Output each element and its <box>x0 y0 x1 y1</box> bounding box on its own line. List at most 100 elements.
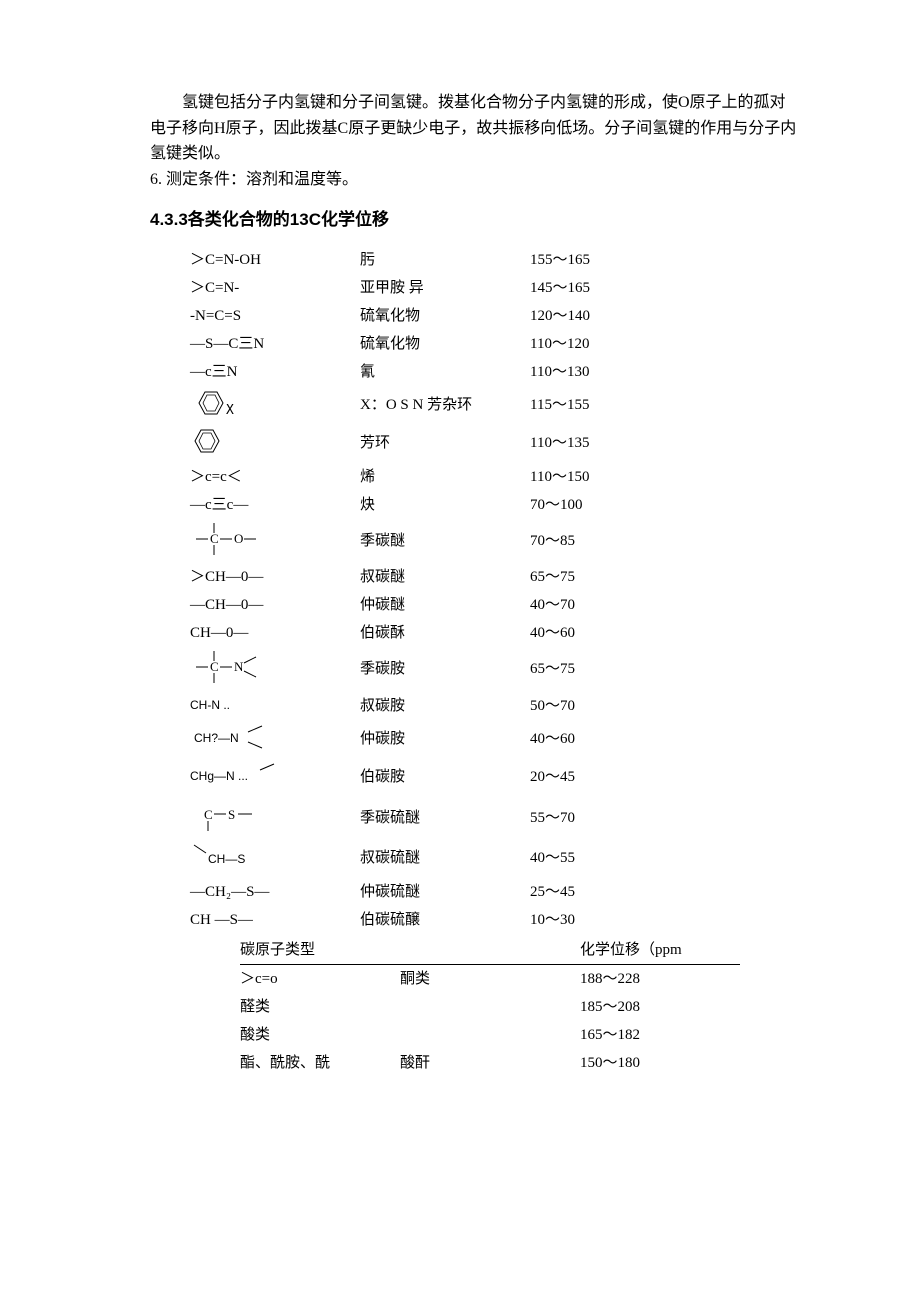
name-cell: 酮类 <box>400 964 580 993</box>
name-cell: 季碳硫醚 <box>360 797 530 840</box>
name-cell <box>400 1021 580 1049</box>
name-cell: 伯碳硫醸 <box>360 906 530 934</box>
table-row: —CH—0— 仲碳醚 40〜70 <box>190 591 660 619</box>
carbon-type-table: 碳原子类型 化学位移（ppm ＞c=o 酮类 188〜228 醛类 185〜20… <box>240 936 740 1077</box>
table-row: ＞c=c＜ 烯 110〜150 <box>190 463 660 491</box>
structure-cell: CH—S <box>190 839 360 878</box>
name-cell: 伯碳胺 <box>360 758 530 797</box>
range-cell: 40〜55 <box>530 839 660 878</box>
range-cell: 65〜75 <box>530 563 660 591</box>
structure-cell: —c三c— <box>190 491 360 519</box>
table-row: X X：O S N 芳杂环 115〜155 <box>190 386 660 425</box>
name-cell: 硫氧化物 <box>360 302 530 330</box>
section-heading: 4.3.3各类化合物的13C化学位移 <box>150 206 800 233</box>
table-row: CHg—N ... 伯碳胺 20〜45 <box>190 758 660 797</box>
table-row: ＞CH—0— 叔碳醚 65〜75 <box>190 563 660 591</box>
chg-n-icon: CHg—N ... <box>190 760 290 795</box>
range-cell: 120〜140 <box>530 302 660 330</box>
name-cell: 仲碳硫醚 <box>360 878 530 906</box>
name-cell: 肟 <box>360 246 530 274</box>
name-cell: 烯 <box>360 463 530 491</box>
structure-cell: C S <box>190 797 360 840</box>
structure-cell: CH—0— <box>190 619 360 647</box>
svg-text:X: X <box>226 403 234 418</box>
structure-cell: ＞c=c＜ <box>190 463 360 491</box>
name-cell: 季碳醚 <box>360 519 530 564</box>
range-cell: 65〜75 <box>530 647 660 692</box>
svg-text:C: C <box>210 531 219 546</box>
name-cell <box>400 993 580 1021</box>
table-row: 酯、酰胺、酰 酸酐 150〜180 <box>240 1049 740 1077</box>
structure-cell: 酸类 <box>240 1021 400 1049</box>
range-cell: 150〜180 <box>580 1049 740 1077</box>
range-cell: 70〜85 <box>530 519 660 564</box>
table-header-row: 碳原子类型 化学位移（ppm <box>240 936 740 965</box>
table-row: CH—S 叔碳硫醚 40〜55 <box>190 839 660 878</box>
name-cell: 酸酐 <box>400 1049 580 1077</box>
table-row: CH—0— 伯碳酥 40〜60 <box>190 619 660 647</box>
name-cell: 仲碳醚 <box>360 591 530 619</box>
structure-cell: CH —S— <box>190 906 360 934</box>
quaternary-c-o-icon: C O <box>190 521 260 562</box>
structure-cell: -N=C=S <box>190 302 360 330</box>
name-cell: 芳环 <box>360 424 530 463</box>
name-cell: X：O S N 芳杂环 <box>360 386 530 425</box>
structure-cell: ＞C=N-OH <box>190 246 360 274</box>
name-cell: 叔碳胺 <box>360 692 530 720</box>
table-row: —c三N 氰 110〜130 <box>190 358 660 386</box>
svg-text:CH—S: CH—S <box>208 852 245 866</box>
range-cell: 165〜182 <box>580 1021 740 1049</box>
svg-text:S: S <box>228 807 235 822</box>
structure-cell: C O <box>190 519 360 564</box>
name-cell: 炔 <box>360 491 530 519</box>
structure-cell: —CH—0— <box>190 591 360 619</box>
range-cell: 188〜228 <box>580 964 740 993</box>
range-cell: 55〜70 <box>530 797 660 840</box>
table-row: ＞C=N-OH 肟 155〜165 <box>190 246 660 274</box>
range-cell: 40〜70 <box>530 591 660 619</box>
structure-cell: —S—C三N <box>190 330 360 358</box>
ch2-n-icon: CH?—N <box>190 722 280 757</box>
table-row: -N=C=S 硫氧化物 120〜140 <box>190 302 660 330</box>
header-blank <box>400 936 580 965</box>
name-cell: 氰 <box>360 358 530 386</box>
table-row: —c三c— 炔 70〜100 <box>190 491 660 519</box>
range-cell: 20〜45 <box>530 758 660 797</box>
name-cell: 硫氧化物 <box>360 330 530 358</box>
table-row: ＞c=o 酮类 188〜228 <box>240 964 740 993</box>
header-carbon-type: 碳原子类型 <box>240 936 400 965</box>
structure-cell: 酯、酰胺、酰 <box>240 1049 400 1077</box>
structure-cell: ＞c=o <box>240 964 400 993</box>
table-row: 醛类 185〜208 <box>240 993 740 1021</box>
name-cell: 亚甲胺 异 <box>360 274 530 302</box>
table-row: CH?—N 仲碳胺 40〜60 <box>190 720 660 759</box>
range-cell: 40〜60 <box>530 619 660 647</box>
table-row: 酸类 165〜182 <box>240 1021 740 1049</box>
structure-cell: 醛类 <box>240 993 400 1021</box>
name-cell: 叔碳硫醚 <box>360 839 530 878</box>
range-cell: 115〜155 <box>530 386 660 425</box>
range-cell: 40〜60 <box>530 720 660 759</box>
name-cell: 季碳胺 <box>360 647 530 692</box>
structure-cell: CH-N .. <box>190 692 360 720</box>
table-row: —CH₂—S— 仲碳硫醚 25〜45 <box>190 878 660 906</box>
intro-paragraph-1: 氢键包括分子内氢键和分子间氢键。拨基化合物分子内氢键的形成，使O原子上的孤对电子… <box>150 90 800 167</box>
structure-cell: CH?—N <box>190 720 360 759</box>
quaternary-c-s-icon: C S <box>190 799 260 838</box>
table-row: C S 季碳硫醚 55〜70 <box>190 797 660 840</box>
range-cell: 185〜208 <box>580 993 740 1021</box>
table-row: —S—C三N 硫氧化物 110〜120 <box>190 330 660 358</box>
structure-cell: —CH₂—S— <box>190 878 360 906</box>
range-cell: 145〜165 <box>530 274 660 302</box>
hetero-ring-icon: X <box>190 388 234 423</box>
structure-cell: CHg—N ... <box>190 758 360 797</box>
table-row: 芳环 110〜135 <box>190 424 660 463</box>
name-cell: 仲碳胺 <box>360 720 530 759</box>
quaternary-c-n-icon: C N <box>190 649 260 690</box>
benzene-ring-icon <box>190 426 224 461</box>
structure-cell: ＞C=N- <box>190 274 360 302</box>
svg-text:O: O <box>234 531 243 546</box>
svg-text:C: C <box>204 807 213 822</box>
range-cell: 10〜30 <box>530 906 660 934</box>
svg-text:N: N <box>234 659 244 674</box>
